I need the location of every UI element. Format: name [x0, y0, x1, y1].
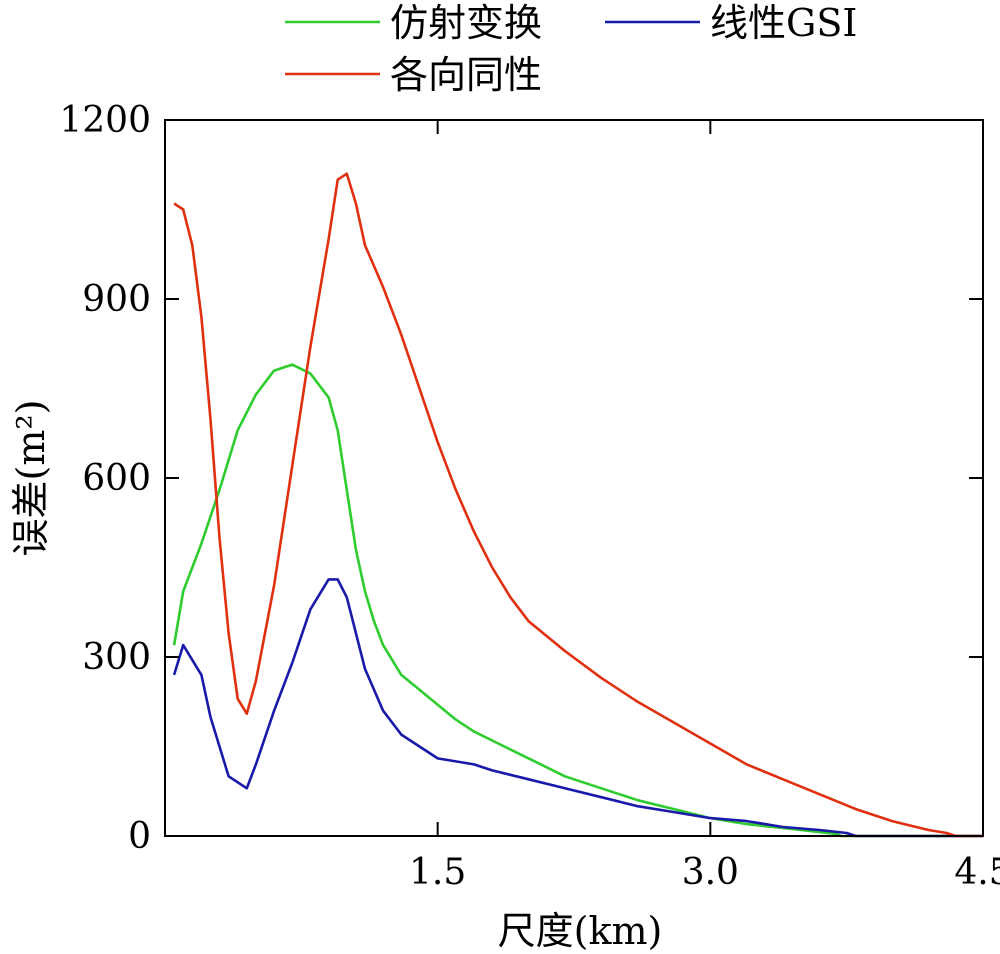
series-line-0 [172, 363, 983, 838]
y-axis-title: 误差(m²) [9, 400, 53, 557]
x-tick-label: 3.0 [682, 852, 739, 893]
y-tick-label: 0 [128, 816, 151, 857]
x-tick-label: 4.5 [954, 852, 1000, 893]
axes-layer: 1.5 3.0 4.5 0 300 600 900 1200 [59, 100, 1000, 893]
plot-frame [164, 119, 984, 837]
y-tick-label: 900 [82, 279, 151, 320]
x-tick-label: 1.5 [409, 852, 466, 893]
legend-label-2: 各向同性 [390, 53, 542, 97]
legend-label-1: 线性GSI [710, 1, 857, 45]
x-axis-title: 尺度(km) [498, 909, 663, 953]
series-line-2 [173, 172, 983, 838]
series-layer [172, 172, 983, 838]
legend: 仿射变换 线性GSI 各向同性 [285, 1, 857, 97]
y-tick-label: 1200 [59, 100, 151, 141]
legend-label-0: 仿射变换 [390, 1, 542, 45]
y-tick-label: 600 [82, 458, 151, 499]
y-tick-label: 300 [82, 637, 151, 678]
series-line-1 [172, 578, 983, 838]
